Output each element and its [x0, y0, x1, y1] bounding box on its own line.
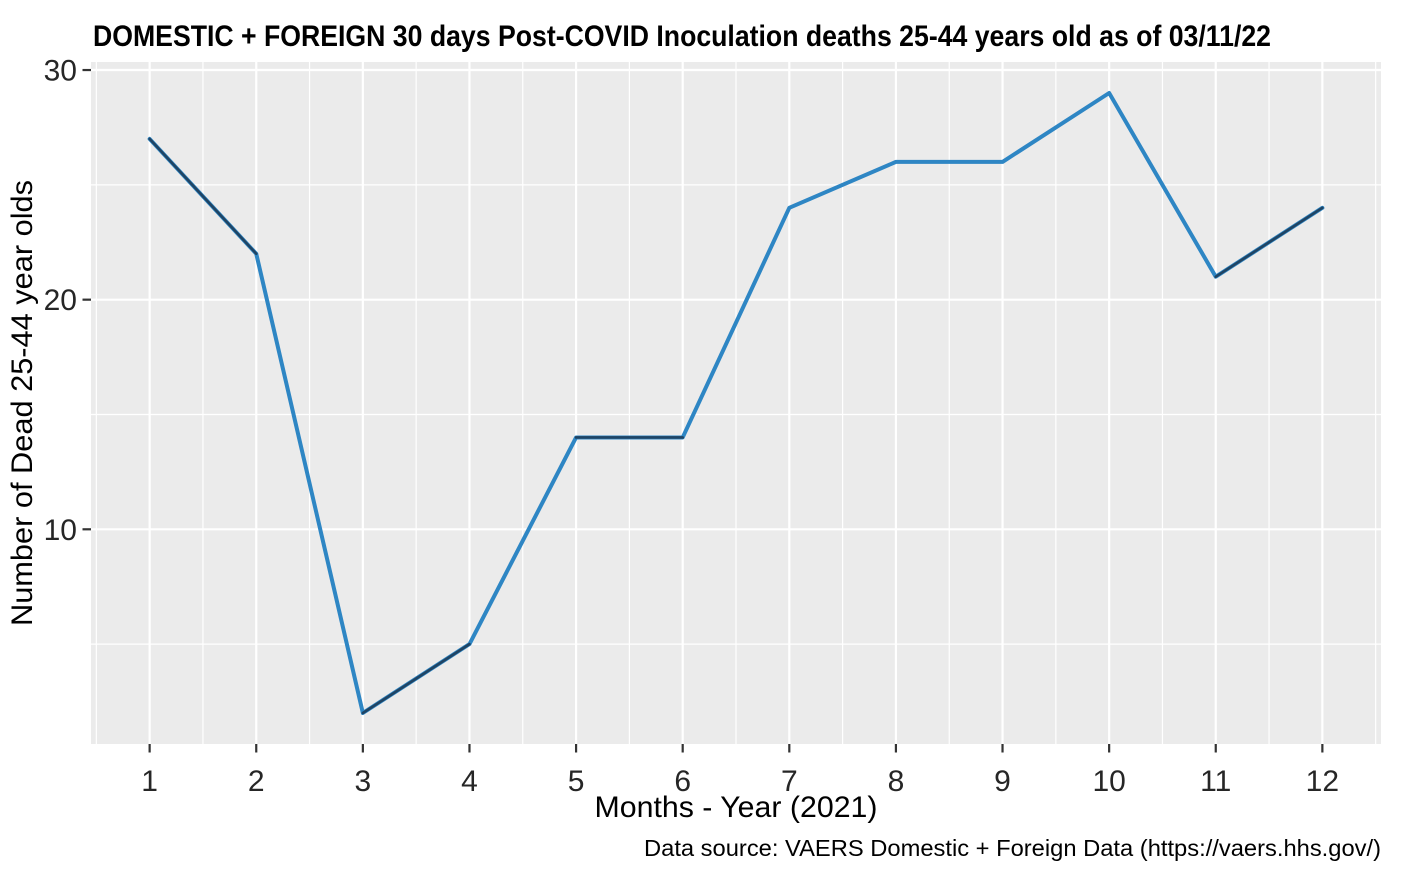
series-line-overlap — [1214, 206, 1324, 279]
x-axis-label: Months - Year (2021) — [595, 791, 878, 824]
x-tick-label: 2 — [248, 765, 265, 798]
y-tick-label: 20 — [44, 284, 77, 317]
y-tick-label: 10 — [44, 514, 77, 547]
x-tick-label: 9 — [994, 765, 1011, 798]
x-tick-label: 5 — [568, 765, 585, 798]
x-tick-label: 6 — [674, 765, 691, 798]
x-tick-label: 1 — [141, 765, 158, 798]
x-tick-label: 8 — [888, 765, 905, 798]
x-tick-label: 3 — [355, 765, 372, 798]
series-line — [147, 91, 1325, 715]
y-tick-label: 30 — [44, 55, 77, 88]
y-axis-label: Number of Dead 25-44 year olds — [6, 180, 39, 626]
series-line-overlap — [148, 137, 258, 256]
series-line-overlap — [361, 642, 471, 715]
x-tick-label: 7 — [781, 765, 798, 798]
x-tick-label: 12 — [1306, 765, 1339, 798]
caption: Data source: VAERS Domestic + Foreign Da… — [644, 835, 1381, 861]
chart-title: DOMESTIC + FOREIGN 30 days Post-COVID In… — [93, 20, 1271, 53]
x-tick-label: 10 — [1092, 765, 1125, 798]
x-tick-label: 11 — [1200, 765, 1231, 798]
x-tick-label: 4 — [461, 765, 478, 798]
